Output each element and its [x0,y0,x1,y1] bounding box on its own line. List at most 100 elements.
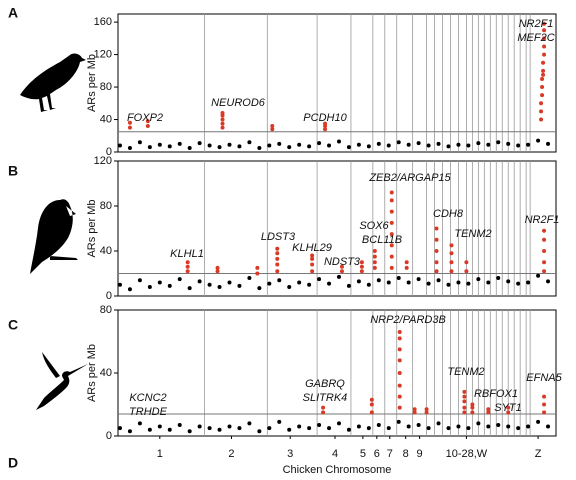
data-point [397,371,402,375]
data-point [476,421,481,426]
x-tick-label: 2 [228,448,234,460]
data-point [356,279,361,284]
data-point [446,426,451,431]
data-point [416,141,421,146]
data-point [247,421,252,426]
data-point [270,127,275,132]
data-point [386,280,391,285]
data-point [287,145,292,150]
data-point [327,143,332,148]
data-point [297,142,302,147]
data-point [476,277,481,282]
data-point [187,429,192,434]
data-point [389,198,394,203]
data-point [424,410,429,415]
data-point [526,142,531,147]
x-tick-label: 10-28,W [446,448,488,460]
data-point [307,282,312,287]
x-tick-label: 3 [287,448,293,460]
data-point [470,402,475,407]
data-point [327,426,332,431]
data-point [456,424,461,429]
data-point [185,260,190,265]
data-point [486,280,491,285]
annotation: NEUROD6 [211,97,266,109]
data-point [237,144,242,149]
data-point [147,427,152,432]
data-point [220,111,225,116]
data-point [356,424,361,429]
data-point [310,253,315,258]
annotation: TENM2 [447,366,484,378]
data-point [339,269,344,274]
data-point [456,280,461,285]
data-point [449,260,454,265]
data-point [187,286,192,291]
data-point [145,119,150,124]
data-point [185,264,190,269]
annotation: SOX6 [359,220,389,232]
data-point [389,232,394,237]
data-point [540,85,545,90]
data-point [434,269,439,274]
data-point [436,278,441,283]
data-point [506,410,511,415]
data-point [541,72,546,77]
data-point [359,260,364,265]
data-point [466,143,471,148]
y-tick-label: 0 [106,430,112,442]
data-point [167,427,172,432]
data-point [397,330,402,335]
data-point [536,138,541,143]
data-point [220,125,225,130]
plot-frame [117,13,557,153]
data-point [462,399,467,404]
x-tick-label: 8 [403,448,409,460]
data-point [197,141,202,146]
data-point [526,280,531,285]
data-point [369,397,374,402]
data-point [462,389,467,394]
annotation: NR2F1 [519,18,554,30]
data-point [255,265,260,270]
data-point [389,190,394,195]
data-point [227,280,232,285]
data-point [237,426,242,431]
data-point [464,269,469,274]
data-point [317,422,322,427]
data-point [339,264,344,269]
data-point [287,285,292,289]
data-point [257,145,262,150]
data-point [321,405,326,410]
data-point [449,269,454,274]
plot-frame [117,160,557,297]
data-point [307,426,312,431]
data-point [404,260,409,265]
data-point [541,60,546,65]
data-point [389,254,394,259]
data-point [412,410,417,415]
data-point [542,410,547,415]
y-tick-label: 40 [100,113,112,125]
data-point [247,276,252,280]
y-tick-label: 80 [100,81,112,93]
annotation: SYT1 [494,402,522,414]
data-point [486,407,491,412]
data-point [310,262,315,267]
data-point [359,264,364,269]
data-point [542,228,547,233]
data-point [255,271,260,276]
data-point [397,336,402,341]
data-point [376,422,381,427]
data-point [157,142,162,147]
data-point [389,243,394,248]
data-point [317,141,322,146]
annotation: KLHL29 [292,242,332,254]
data-point [516,143,521,148]
data-point [486,142,491,147]
annotation: TRHDE [129,406,168,418]
x-tick-label: 9 [417,448,423,460]
data-point [416,277,421,282]
data-point [476,141,481,146]
data-point [526,424,531,429]
